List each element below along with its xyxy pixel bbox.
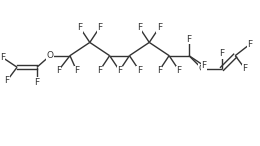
Text: F: F	[74, 66, 79, 75]
Text: F: F	[219, 49, 225, 59]
Text: F: F	[157, 66, 162, 75]
Text: F: F	[137, 66, 142, 75]
Text: F: F	[117, 66, 122, 75]
Text: F: F	[186, 35, 192, 44]
Text: O: O	[47, 51, 54, 60]
Text: F: F	[117, 66, 122, 75]
Text: F: F	[137, 23, 142, 32]
Text: F: F	[177, 66, 181, 75]
Text: O: O	[199, 64, 206, 73]
Text: F: F	[97, 66, 102, 75]
Text: F: F	[0, 53, 5, 62]
Text: F: F	[97, 23, 102, 32]
Text: F: F	[34, 78, 40, 87]
Text: F: F	[201, 61, 206, 70]
Text: F: F	[5, 76, 10, 85]
Text: F: F	[243, 64, 248, 73]
Text: F: F	[77, 23, 82, 32]
Text: F: F	[157, 23, 162, 32]
Text: F: F	[248, 40, 253, 49]
Text: F: F	[56, 66, 61, 75]
